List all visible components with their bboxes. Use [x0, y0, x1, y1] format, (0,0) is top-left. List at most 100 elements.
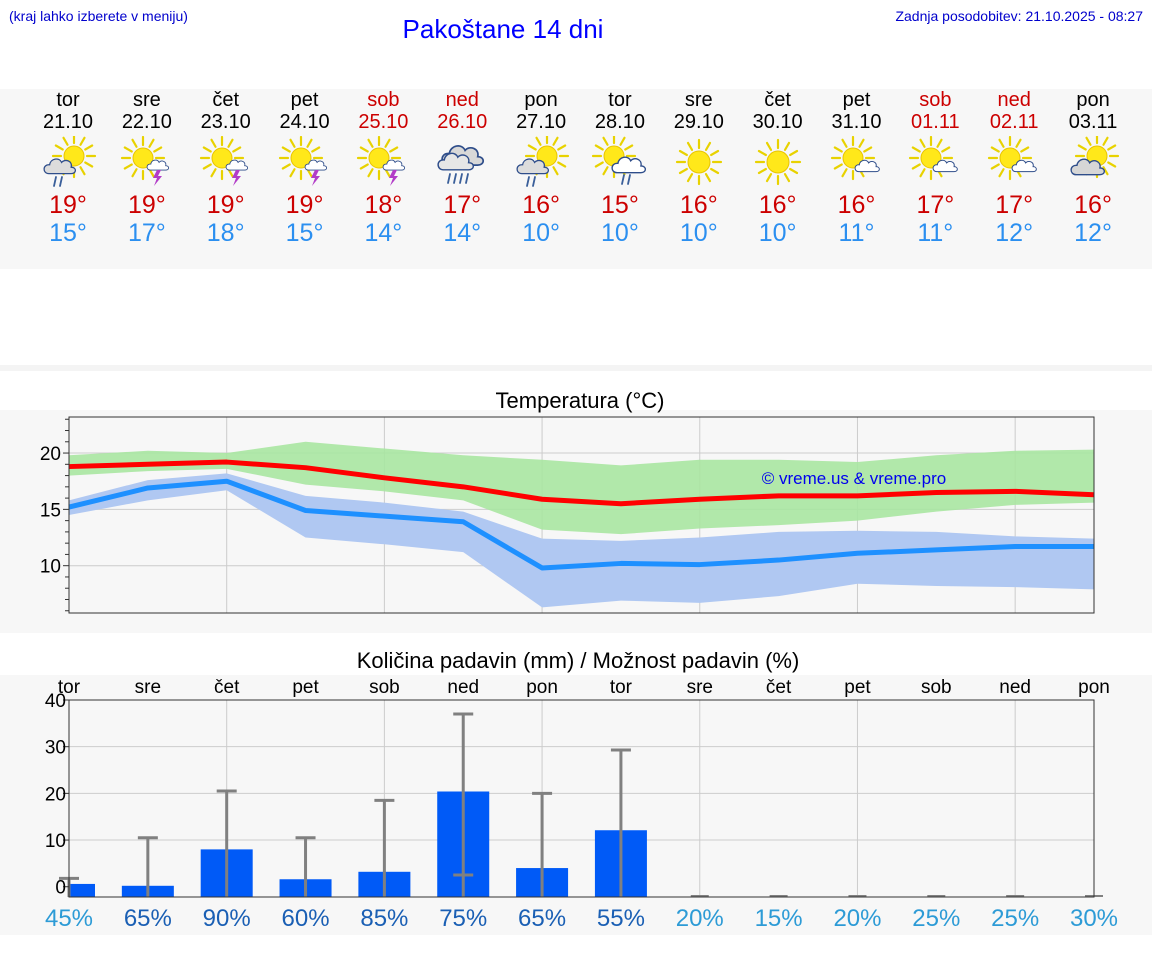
- precip-y-tick-label: 10: [45, 831, 66, 852]
- forecast-day: pon 27.10 16° 10°: [501, 89, 581, 247]
- day-date: 24.10: [279, 111, 330, 133]
- precip-y-tick-label: 30: [45, 738, 66, 759]
- day-name: sob: [919, 89, 952, 111]
- day-date: 26.10: [437, 111, 488, 133]
- forecast-day: pet 24.10 19° 15°: [265, 89, 345, 247]
- sun-thunder-icon: [357, 136, 406, 186]
- precip-day-label: čet: [214, 677, 240, 698]
- day-date: 01.11: [911, 111, 960, 133]
- precip-probability-label: 55%: [597, 905, 645, 932]
- forecast-day: sob 01.11 17° 11°: [895, 89, 975, 247]
- max-temperature: 16°: [522, 191, 560, 219]
- precip-day-label: ned: [447, 677, 479, 698]
- max-temperature: 19°: [127, 191, 166, 219]
- sun-cloud-rain-light-icon: [591, 136, 646, 185]
- sun-cloud-rain-icon: [516, 136, 570, 187]
- precip-day-label: sre: [135, 677, 161, 698]
- sun-cloud-thunder-icon: [199, 136, 248, 186]
- min-temperature: 14°: [364, 219, 403, 247]
- precip-probability-label: 60%: [282, 905, 330, 932]
- precip-y-tick-label: 40: [45, 691, 66, 712]
- min-temperature: 14°: [443, 219, 482, 247]
- sun-icon: [675, 138, 722, 186]
- precip-day-label: ned: [999, 677, 1031, 698]
- min-temperature: 15°: [49, 219, 87, 247]
- temperature-chart-title: Temperatura (°C): [496, 388, 665, 413]
- sun-icon: [754, 138, 801, 186]
- precip-day-label: tor: [610, 677, 633, 698]
- min-range-band: [69, 473, 1094, 608]
- day-name: pon: [524, 89, 558, 111]
- day-name: sob: [367, 89, 400, 111]
- precip-day-label: sre: [687, 677, 713, 698]
- forecast-day: čet 30.10 16° 10°: [738, 89, 818, 247]
- min-temperature: 11°: [838, 219, 875, 247]
- min-temperature: 11°: [917, 219, 954, 247]
- max-temperature: 19°: [285, 191, 324, 219]
- max-temperature: 19°: [206, 191, 245, 219]
- day-name: ned: [445, 89, 479, 111]
- max-temperature-line: [68, 459, 1095, 507]
- max-temperature: 19°: [49, 191, 87, 219]
- max-temperature: 15°: [601, 191, 639, 219]
- sun-thunder-icon: [278, 136, 327, 186]
- min-temperature: 12°: [995, 219, 1034, 247]
- page-title: Pakoštane 14 dni: [402, 14, 604, 44]
- day-date: 28.10: [594, 111, 645, 133]
- precip-probability-label: 75%: [439, 905, 487, 932]
- day-name: čet: [212, 89, 240, 111]
- section-divider: [0, 365, 1152, 371]
- min-temperature: 10°: [679, 219, 718, 247]
- max-temperature: 17°: [995, 191, 1034, 219]
- sun-gray-cloud-icon: [1070, 136, 1120, 179]
- forecast-day: ned 02.11 17° 12°: [974, 89, 1054, 247]
- day-date: 31.10: [831, 111, 882, 133]
- max-temperature: 16°: [679, 191, 718, 219]
- location-hint: (kraj lahko izberete v meniju): [9, 8, 188, 24]
- sun-small-cloud-icon: [988, 136, 1038, 181]
- max-temperature: 16°: [1074, 191, 1112, 219]
- day-name: sre: [684, 89, 713, 111]
- day-date: 27.10: [516, 111, 567, 133]
- min-temperature: 10°: [522, 219, 560, 247]
- forecast-day: pon 03.11 16° 12°: [1053, 89, 1133, 247]
- precip-probability-label: 25%: [912, 905, 960, 932]
- day-name: ned: [997, 89, 1031, 111]
- precip-day-label: pet: [844, 677, 871, 698]
- precip-day-label: pet: [292, 677, 319, 698]
- temp-y-tick-label: 10: [40, 557, 61, 578]
- precip-probability-label: 25%: [991, 905, 1039, 932]
- min-temperature: 10°: [601, 219, 639, 247]
- day-date: 25.10: [358, 111, 409, 133]
- day-name: pet: [290, 89, 319, 111]
- max-temperature: 17°: [443, 191, 482, 219]
- day-name: pon: [1076, 89, 1110, 111]
- precip-bar: [69, 883, 95, 897]
- min-temperature: 15°: [285, 219, 324, 247]
- min-temperature-line: [68, 478, 1094, 571]
- precip-probability-label: 45%: [45, 905, 93, 932]
- forecast-day: pet 31.10 16° 11°: [817, 89, 897, 247]
- temp-y-tick-label: 15: [40, 500, 61, 521]
- day-name: tor: [608, 89, 632, 111]
- last-updated: Zadnja posodobitev: 21.10.2025 - 08:27: [895, 8, 1143, 24]
- forecast-day: tor 28.10 15° 10°: [580, 89, 660, 247]
- precip-probability-label: 15%: [755, 905, 803, 932]
- day-date: 29.10: [673, 111, 724, 133]
- sun-small-cloud-icon: [909, 136, 959, 181]
- forecast-day: čet 23.10 19° 18°: [186, 89, 266, 247]
- precip-day-label: sob: [921, 677, 952, 698]
- min-temperature: 17°: [127, 219, 166, 247]
- precip-plot-border: [68, 699, 1095, 898]
- temp-y-tick-label: 20: [40, 444, 61, 465]
- sun-cloud-rain-icon: [43, 136, 97, 187]
- day-name: čet: [764, 89, 791, 111]
- day-date: 21.10: [42, 111, 94, 133]
- day-date: 30.10: [752, 111, 803, 133]
- min-temperature: 18°: [206, 219, 245, 247]
- max-temperature: 16°: [758, 191, 797, 219]
- precip-probability-label: 65%: [124, 905, 172, 932]
- precip-probability-label: 20%: [833, 905, 881, 932]
- day-name: pet: [842, 89, 871, 111]
